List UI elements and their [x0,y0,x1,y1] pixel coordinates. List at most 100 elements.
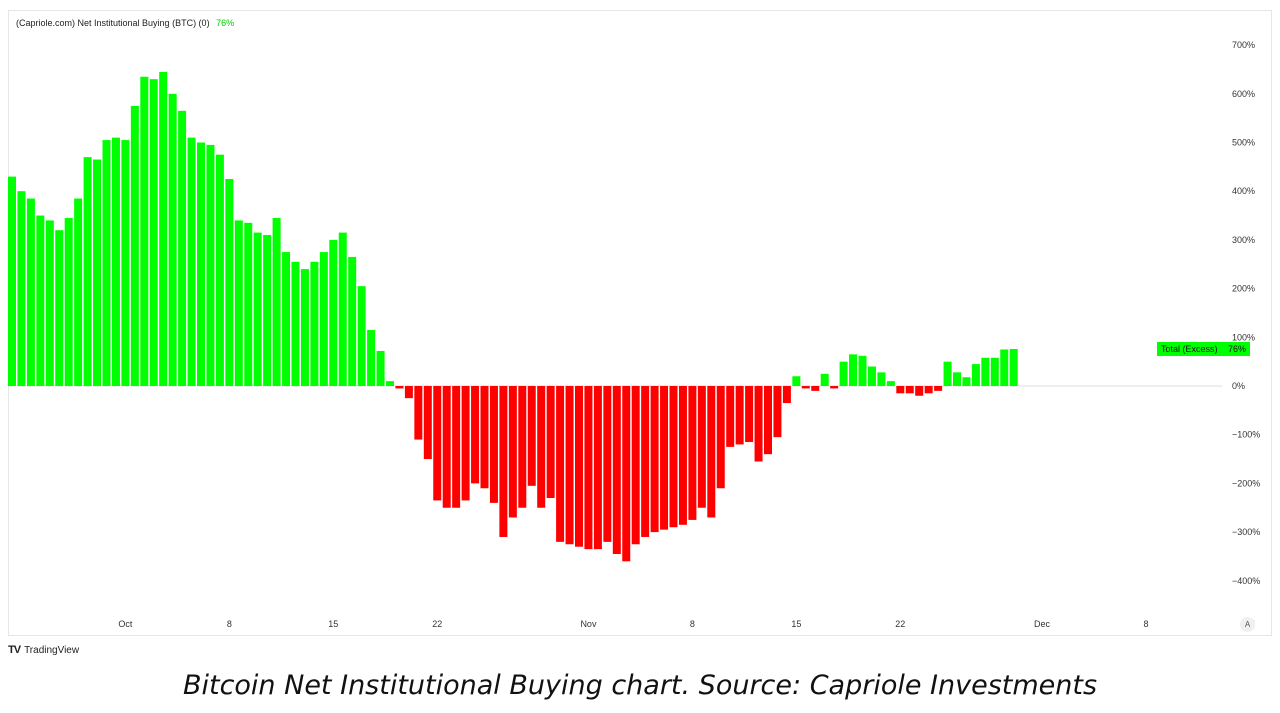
bar [707,386,716,518]
y-tick-label: 0% [1232,381,1245,391]
bar [471,386,480,484]
last-value-tag: Total (Excess) 76% [1157,342,1251,356]
bar [300,269,309,386]
bar [546,386,555,499]
bar [83,157,92,386]
bar [867,366,876,386]
y-tick-label: −100% [1232,430,1260,440]
auto-scale-button[interactable]: A [1240,617,1255,632]
bar [801,386,810,389]
bar [36,215,45,386]
bar [745,386,754,442]
bars [8,71,1018,562]
x-tick-label: Dec [1034,619,1051,629]
bar [575,386,583,547]
bar [556,386,565,542]
y-tick-label: −300% [1232,527,1260,537]
x-tick-label: 22 [432,619,442,629]
bar [669,386,678,528]
bar [206,144,215,386]
bar [348,256,357,386]
bar [641,386,650,537]
bar [612,386,621,555]
tradingview-brand-name: TradingView [24,644,80,656]
bar [877,372,886,386]
bar [981,357,990,386]
bar [584,386,593,550]
bar [17,191,26,386]
bar [442,386,451,508]
bar [660,386,669,530]
x-tick-label: 15 [328,619,338,629]
bar [197,142,205,386]
bar [593,386,602,550]
bar [215,154,224,386]
bar [121,140,130,386]
bar [404,386,413,399]
y-tick-label: −400% [1232,576,1260,586]
bar [8,176,16,386]
y-tick-label: 100% [1232,332,1255,342]
bar [773,386,782,438]
x-tick-label: 8 [690,619,695,629]
bar [886,381,895,386]
bar [45,220,54,386]
bar [631,386,640,545]
bar [480,386,489,489]
bar [764,386,772,455]
bar [537,386,546,508]
bar [678,386,687,525]
bar [943,361,952,386]
bar [433,386,442,501]
bar [915,386,924,396]
bar [367,330,376,386]
bar [338,232,347,386]
y-tick-label: 500% [1232,138,1255,148]
bar [452,386,461,508]
y-tick-label: 700% [1232,40,1255,50]
bar [319,252,328,386]
y-tick-label: 200% [1232,284,1255,294]
bar [187,137,196,386]
bar [508,386,517,518]
x-axis: Oct81522Nov81522Dec8152220268 [118,619,1255,629]
bar [1000,349,1009,386]
bar [962,377,971,386]
bar [622,386,631,562]
bar [253,232,262,386]
bar [971,364,980,386]
chart-title: (Capriole.com) Net Institutional Buying … [16,18,234,28]
bar [310,261,319,386]
y-axis: 700% 600% 500% 400% 300% 200% 100% 0% −100% −200%… [1232,40,1260,586]
bar [754,386,763,462]
bar [896,386,905,394]
bar [93,159,102,386]
bar [603,386,612,542]
bar [990,357,999,386]
bar [830,386,839,389]
bar [782,386,791,404]
chart-title-value: 76% [216,18,235,28]
bar [697,386,706,508]
bar [650,386,659,533]
bar [263,235,272,386]
bar [461,386,470,501]
x-tick-label: 8 [227,619,232,629]
bar [225,179,234,386]
bar [499,386,508,537]
bar [953,372,961,386]
bar [934,386,943,391]
tradingview-logo-icon: TV [8,644,21,656]
bar [149,79,158,386]
bar [735,386,744,445]
bar [329,239,338,386]
bar [395,386,404,389]
bar [386,381,394,386]
bar [55,230,64,386]
last-value-label: 76% [1228,344,1247,354]
bar [168,93,177,387]
y-tick-label: 300% [1232,235,1255,245]
bar [26,198,35,386]
x-tick-label: Oct [118,619,133,629]
